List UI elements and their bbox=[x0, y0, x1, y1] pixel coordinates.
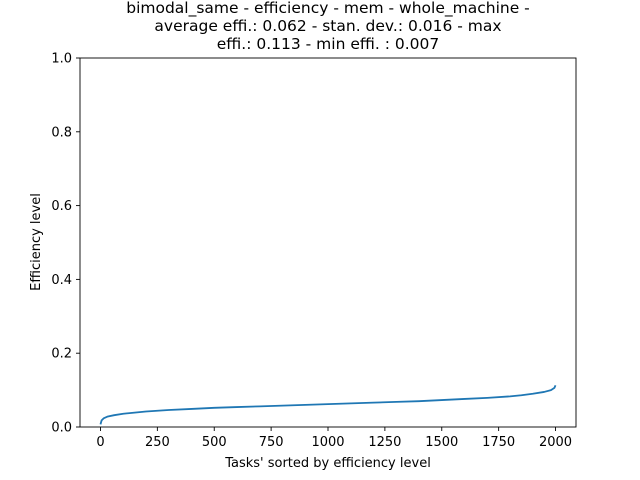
x-tick-label: 1500 bbox=[425, 435, 458, 450]
y-axis-ticks: 0.0 0.2 0.4 0.6 0.8 1.0 bbox=[51, 52, 80, 436]
y-tick-label: 0.6 bbox=[51, 199, 72, 214]
x-tick-label: 1750 bbox=[482, 435, 515, 450]
y-tick-label: 0.8 bbox=[51, 125, 72, 140]
x-tick-label: 1250 bbox=[368, 435, 401, 450]
x-tick-label: 500 bbox=[202, 435, 227, 450]
chart-title: bimodal_same - efficiency - mem - whole_… bbox=[126, 0, 530, 53]
x-tick-label: 2000 bbox=[539, 435, 572, 450]
y-tick-label: 0.0 bbox=[51, 421, 72, 436]
chart-title-line-2: average effi.: 0.062 - stan. dev.: 0.016… bbox=[154, 17, 501, 35]
x-axis-ticks: 0 250 500 750 1000 1250 1500 1750 2000 bbox=[96, 427, 572, 450]
y-axis-label: Efficiency level bbox=[29, 193, 44, 291]
efficiency-series-line bbox=[99, 384, 557, 425]
x-tick-label: 1000 bbox=[311, 435, 344, 450]
x-tick-label: 750 bbox=[259, 435, 284, 450]
plot-area-frame bbox=[79, 57, 577, 428]
chart-title-line-3: effi.: 0.113 - min effi. : 0.007 bbox=[217, 35, 439, 53]
series-layer bbox=[99, 384, 557, 425]
y-tick-label: 1.0 bbox=[51, 52, 72, 67]
x-axis-label: Tasks' sorted by efficiency level bbox=[224, 456, 431, 471]
x-tick-label: 0 bbox=[96, 435, 104, 450]
y-tick-label: 0.2 bbox=[51, 347, 72, 362]
x-tick-label: 250 bbox=[145, 435, 170, 450]
chart-title-line-1: bimodal_same - efficiency - mem - whole_… bbox=[126, 0, 530, 18]
y-tick-label: 0.4 bbox=[51, 273, 72, 288]
